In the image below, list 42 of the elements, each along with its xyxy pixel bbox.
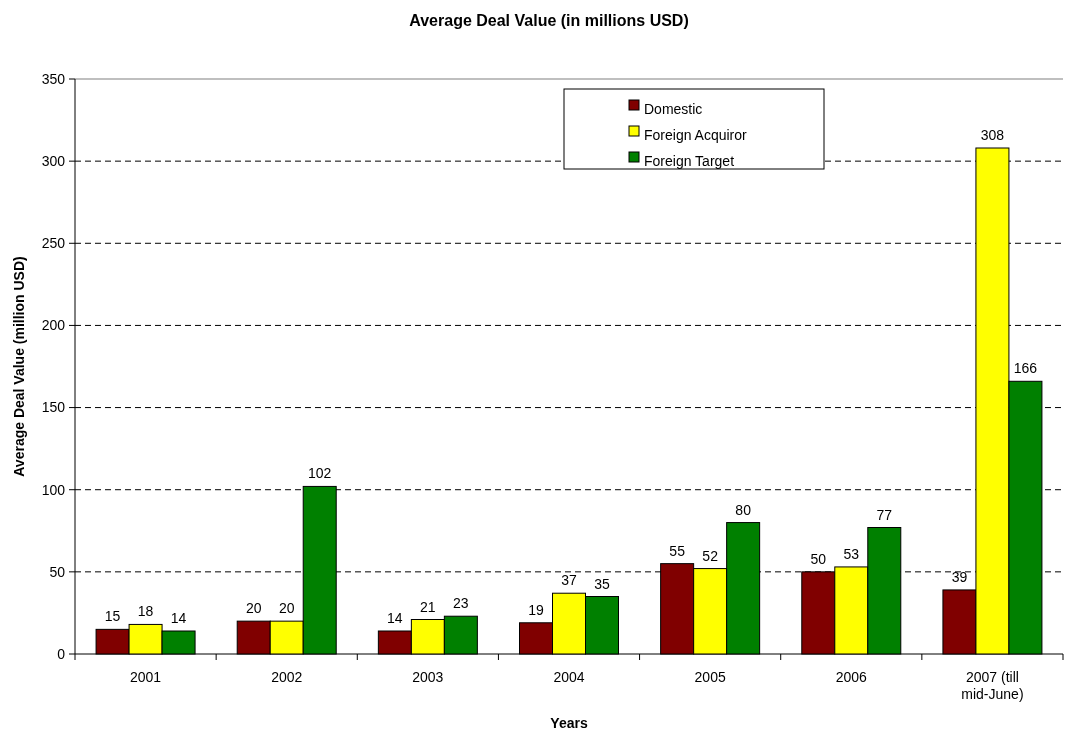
y-tick-label: 50: [49, 563, 66, 580]
data-label: 19: [528, 601, 544, 618]
data-label: 37: [561, 572, 577, 589]
legend-label: Domestic: [644, 100, 703, 117]
data-label: 102: [308, 465, 332, 482]
y-tick-label: 0: [57, 645, 66, 662]
legend-label: Foreign Acquiror: [644, 126, 748, 143]
data-label: 15: [104, 608, 121, 625]
data-label: 14: [387, 610, 403, 626]
data-label: 52: [702, 547, 719, 564]
data-label: 55: [669, 542, 686, 559]
data-label: 23: [453, 595, 469, 612]
x-tick-label: 2006: [835, 669, 868, 685]
y-tick-label: 250: [41, 235, 66, 252]
y-tick-label: 100: [41, 481, 66, 498]
data-label: 53: [843, 545, 860, 562]
y-tick-label: 300: [41, 153, 66, 170]
data-label: 14: [170, 610, 187, 626]
data-label: 35: [594, 575, 610, 592]
data-label: 50: [810, 550, 827, 567]
data-label: 80: [735, 501, 752, 518]
x-axis-title: Years: [550, 715, 588, 731]
x-tick-label: 2005: [694, 669, 726, 685]
data-label: 39: [951, 568, 968, 585]
data-label: 166: [1013, 360, 1038, 377]
data-label: 18: [137, 603, 154, 620]
x-tick-label: 2004: [553, 669, 585, 685]
x-tick-label: 2003: [412, 669, 444, 685]
chart-title: Average Deal Value (in millions USD): [409, 12, 689, 29]
y-tick-label: 200: [41, 317, 66, 334]
y-tick-label: 350: [41, 70, 66, 87]
y-tick-label: 150: [41, 399, 66, 416]
x-tick-label: 2007 (till mid-June): [961, 669, 1024, 702]
y-axis-title: Average Deal Value (million USD): [11, 256, 27, 477]
data-label: 77: [876, 506, 893, 523]
data-label: 20: [278, 600, 295, 617]
data-label: 308: [980, 127, 1005, 143]
legend-label: Foreign Target: [644, 152, 735, 169]
x-tick-label: 2001: [129, 669, 162, 685]
data-label: 21: [420, 598, 436, 615]
data-label: 20: [245, 600, 262, 617]
x-tick-label: 2002: [271, 669, 303, 685]
